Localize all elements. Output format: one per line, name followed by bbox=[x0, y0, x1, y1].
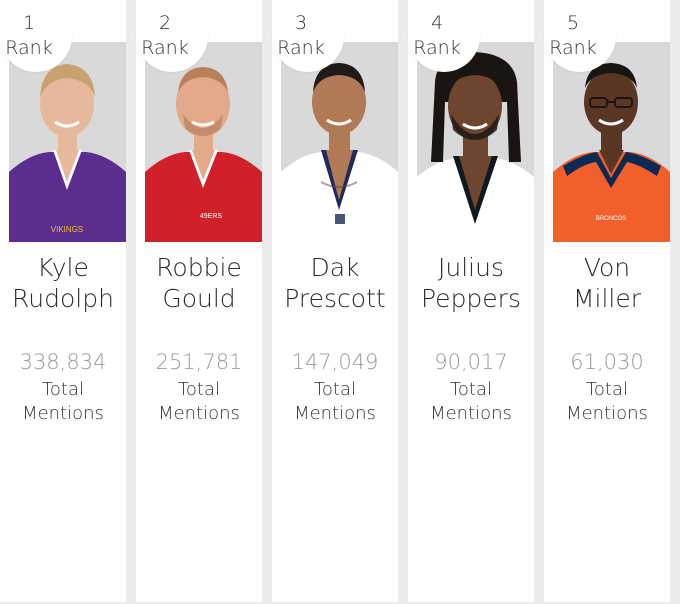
player-name: Julius Peppers bbox=[408, 252, 534, 314]
mention-label-line2: Mentions bbox=[430, 403, 512, 424]
player-last-name: Gould bbox=[162, 284, 236, 313]
player-name: Robbie Gould bbox=[136, 252, 262, 314]
mention-label-line1: Total bbox=[41, 379, 85, 400]
mention-count: 61,030 bbox=[570, 350, 644, 374]
player-card[interactable]: 3 Rank Dak Prescott 147,049 Total bbox=[272, 0, 398, 602]
mention-label-line2: Mentions bbox=[22, 403, 104, 424]
mention-label-line1: Total bbox=[177, 379, 221, 400]
mention-count: 147,049 bbox=[291, 350, 379, 374]
player-card[interactable]: 4 Rank Julius Peppers 90,017 Total bbox=[408, 0, 534, 602]
player-headshot-icon: VIKINGS bbox=[9, 42, 126, 242]
player-headshot-icon bbox=[281, 42, 398, 242]
player-first-name: Julius bbox=[438, 253, 504, 282]
mention-label-line2: Mentions bbox=[158, 403, 240, 424]
rank-badge: 3 Rank bbox=[272, 0, 344, 72]
mention-label-line2: Mentions bbox=[566, 403, 648, 424]
player-last-name: Rudolph bbox=[12, 284, 114, 313]
player-card[interactable]: 1 Rank VIKINGS Kyle Rudolph 338,834 Tota… bbox=[0, 0, 126, 602]
player-first-name: Robbie bbox=[156, 253, 242, 282]
mention-count: 90,017 bbox=[434, 350, 508, 374]
rank-label: Rank bbox=[413, 37, 461, 59]
player-first-name: Dak bbox=[310, 253, 360, 282]
player-photo: VIKINGS bbox=[9, 42, 126, 242]
rank-number: 3 bbox=[294, 12, 308, 34]
player-card[interactable]: 2 Rank 49ERS Robbie Gould 251,781 Total bbox=[136, 0, 262, 602]
mention-label: Total Mentions bbox=[544, 378, 670, 426]
mention-label-line1: Total bbox=[449, 379, 493, 400]
player-last-name: Prescott bbox=[284, 284, 386, 313]
rank-badge: 1 Rank bbox=[0, 0, 72, 72]
player-card[interactable]: 5 Rank BRONCOS Von Miller 61,030 bbox=[544, 0, 670, 602]
rank-label: Rank bbox=[277, 37, 325, 59]
mention-label: Total Mentions bbox=[272, 378, 398, 426]
player-first-name: Von bbox=[583, 253, 631, 282]
mention-label: Total Mentions bbox=[0, 378, 126, 426]
mention-label: Total Mentions bbox=[136, 378, 262, 426]
player-name: Dak Prescott bbox=[272, 252, 398, 314]
team-wordmark: VIKINGS bbox=[51, 225, 83, 234]
mention-label-line2: Mentions bbox=[294, 403, 376, 424]
rank-badge: 4 Rank bbox=[408, 0, 480, 72]
team-wordmark: BRONCOS bbox=[596, 216, 626, 222]
player-name: Von Miller bbox=[544, 252, 670, 314]
mention-count: 338,834 bbox=[19, 350, 107, 374]
mention-label-line1: Total bbox=[313, 379, 357, 400]
rank-number: 1 bbox=[22, 12, 36, 34]
player-photo: 49ERS bbox=[145, 42, 262, 242]
rank-number: 5 bbox=[566, 12, 580, 34]
player-name: Kyle Rudolph bbox=[0, 252, 126, 314]
rank-badge: 2 Rank bbox=[136, 0, 208, 72]
player-headshot-icon: 49ERS bbox=[145, 42, 262, 242]
rank-number: 4 bbox=[430, 12, 444, 34]
mention-label-line1: Total bbox=[585, 379, 629, 400]
rank-badge: 5 Rank bbox=[544, 0, 616, 72]
rank-label: Rank bbox=[141, 37, 189, 59]
rank-number: 2 bbox=[158, 12, 172, 34]
player-last-name: Peppers bbox=[421, 284, 521, 313]
player-first-name: Kyle bbox=[37, 253, 89, 282]
mention-count: 251,781 bbox=[155, 350, 243, 374]
team-wordmark: 49ERS bbox=[200, 213, 223, 220]
player-headshot-icon bbox=[417, 42, 534, 242]
player-photo bbox=[281, 42, 398, 242]
mention-label: Total Mentions bbox=[408, 378, 534, 426]
rank-label: Rank bbox=[549, 37, 597, 59]
rank-label: Rank bbox=[5, 37, 53, 59]
player-headshot-icon: BRONCOS bbox=[553, 42, 670, 242]
player-photo bbox=[417, 42, 534, 242]
player-photo: BRONCOS bbox=[553, 42, 670, 242]
player-last-name: Miller bbox=[572, 284, 642, 313]
